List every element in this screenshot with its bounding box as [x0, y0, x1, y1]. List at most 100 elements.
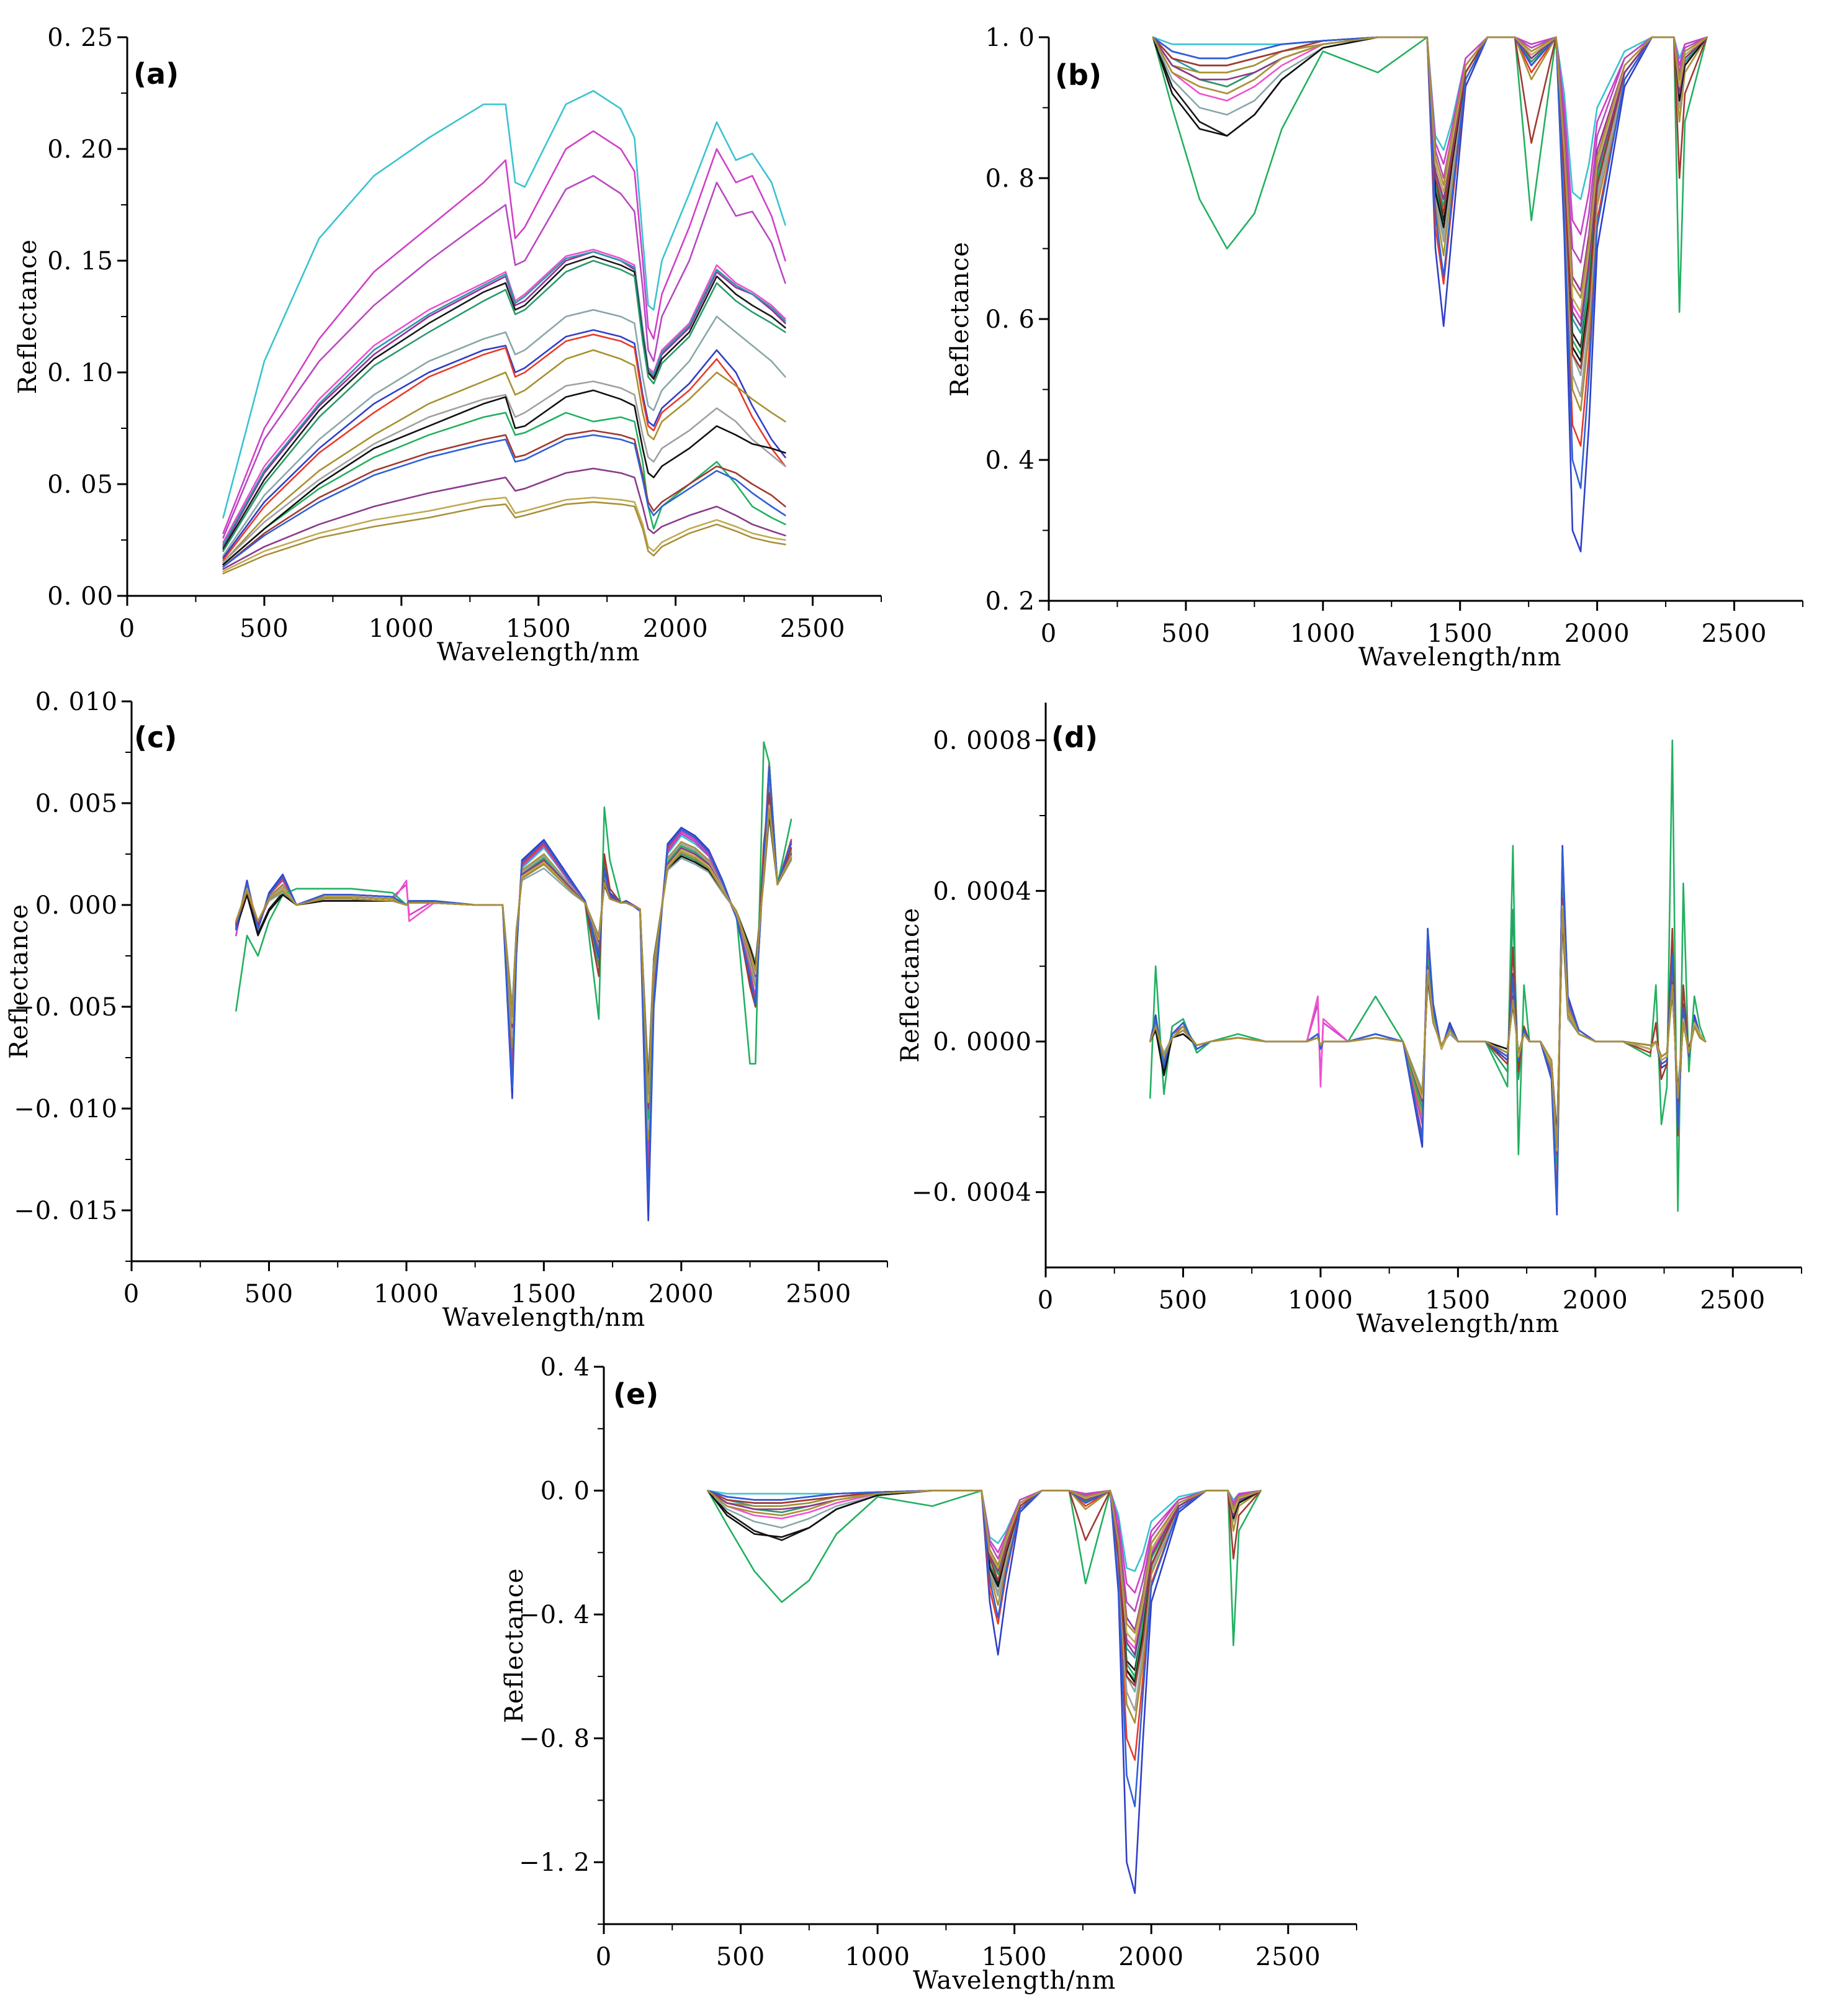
- panel-d: 0 500 1000 1500 2000 2500 −0. 0004 0. 0000 0. 00…: [896, 703, 1802, 1338]
- series-line-18: [222, 467, 786, 570]
- panel-b: 0 500 1000 1500 2000 2500 0. 2 0. 4 0. 6 0. 8 1. 0…: [946, 24, 1803, 672]
- panel-label: (d): [1051, 721, 1098, 754]
- series-line-11: [222, 333, 786, 561]
- x-tick-label: 2500: [1702, 619, 1767, 648]
- y-tick-label: 0. 0008: [933, 727, 1032, 755]
- x-tick-label: 2000: [1563, 1286, 1628, 1315]
- x-tick-label: 1000: [1288, 1286, 1353, 1315]
- series-line-20: [222, 501, 786, 575]
- x-tick-label: 500: [1159, 1286, 1208, 1315]
- series-line-20: [235, 808, 792, 1096]
- y-tick-label: −0. 015: [14, 1197, 118, 1225]
- x-tick-label: 1500: [506, 614, 572, 643]
- y-tick-label: −0. 0004: [912, 1179, 1032, 1207]
- series-line-2: [222, 130, 786, 534]
- series-line-20: [1152, 36, 1708, 299]
- y-tick-label: −0. 8: [519, 1725, 590, 1753]
- x-axis-label: Wavelength/nm: [1358, 643, 1562, 672]
- x-tick-label: 0: [123, 1280, 140, 1308]
- y-tick-label: 0. 005: [35, 790, 118, 818]
- series-line-10: [222, 329, 786, 559]
- y-axis-label: Reflectance: [946, 241, 974, 397]
- x-tick-label: 2000: [643, 614, 709, 643]
- x-tick-label: 2500: [786, 1280, 851, 1308]
- x-axis-label: Wavelength/nm: [442, 1303, 646, 1332]
- y-tick-label: 0. 0004: [933, 877, 1032, 906]
- y-tick-label: 0. 4: [541, 1353, 590, 1382]
- y-tick-label: 0. 4: [985, 446, 1035, 475]
- x-tick-label: 1500: [1425, 1286, 1491, 1315]
- x-tick-label: 0: [119, 614, 135, 643]
- series-line-19: [222, 497, 786, 572]
- y-tick-label: 1. 0: [985, 24, 1035, 52]
- y-tick-label: −0. 4: [519, 1601, 590, 1629]
- x-tick-label: 1000: [845, 1943, 910, 1971]
- panel-label: (e): [613, 1377, 658, 1411]
- panel-e: 0 500 1000 1500 2000 2500 −1. 2 −0. 8 −0. 4 0. 0 0…: [500, 1353, 1357, 1995]
- x-tick-label: 0: [1041, 619, 1057, 648]
- y-tick-label: 0. 010: [35, 688, 118, 716]
- y-axis-label: Reflectance: [896, 907, 925, 1063]
- x-tick-label: 500: [1161, 619, 1210, 648]
- panel-label: (a): [133, 57, 179, 91]
- y-tick-label: 0. 6: [985, 305, 1035, 334]
- panel-label: (c): [134, 721, 177, 754]
- y-tick-label: 0. 05: [47, 470, 114, 499]
- y-axis-label: Reflectance: [14, 239, 42, 394]
- panel-c: 0 500 1000 1500 2000 2500 −0. 015 −0. 010 −0. 00…: [5, 688, 888, 1332]
- series-line-13: [222, 380, 786, 564]
- series-line-6: [222, 251, 786, 546]
- series-line-1: [222, 90, 786, 519]
- y-tick-label: 0. 20: [47, 135, 114, 164]
- y-tick-label: 0. 0000: [933, 1028, 1032, 1056]
- y-tick-label: 0. 8: [985, 164, 1035, 193]
- x-tick-label: 1000: [1290, 619, 1356, 648]
- x-tick-label: 2500: [780, 614, 846, 643]
- series-line-20: [1149, 909, 1707, 1148]
- series-line-20: [707, 1490, 1262, 1634]
- x-axis-label: Wavelength/nm: [1357, 1310, 1560, 1338]
- x-tick-label: 1500: [511, 1280, 577, 1308]
- y-axis-label: Reflectance: [500, 1568, 529, 1723]
- series-line-15: [222, 389, 786, 565]
- x-tick-label: 2500: [1700, 1286, 1766, 1315]
- y-tick-label: 0. 000: [35, 891, 118, 920]
- series-line-12: [222, 349, 786, 564]
- y-tick-label: −0. 010: [14, 1095, 118, 1123]
- series-line-17: [222, 434, 786, 568]
- x-axis-label: Wavelength/nm: [913, 1966, 1116, 1995]
- x-tick-label: 1000: [374, 1280, 439, 1308]
- x-axis-label: Wavelength/nm: [437, 638, 640, 667]
- x-tick-label: 2500: [1255, 1943, 1321, 1971]
- x-tick-label: 0: [1038, 1286, 1054, 1315]
- x-tick-label: 2000: [649, 1280, 714, 1308]
- y-axis-label: Reflectance: [5, 904, 34, 1059]
- y-tick-label: 0. 0: [541, 1477, 590, 1506]
- x-tick-label: 2000: [1118, 1943, 1184, 1971]
- x-tick-label: 500: [716, 1943, 765, 1971]
- x-tick-label: 1500: [982, 1943, 1048, 1971]
- series-line-14: [1149, 739, 1707, 1212]
- series-line-5: [222, 248, 786, 543]
- x-tick-label: 500: [245, 1280, 294, 1308]
- y-tick-label: −0. 005: [14, 993, 118, 1022]
- panel-a: 0 500 1000 1500 2000 2500 0. 00 0. 05 0. 10 0. 15…: [14, 24, 882, 667]
- x-tick-label: 1000: [369, 614, 434, 643]
- y-tick-label: 0. 00: [47, 582, 114, 611]
- series-line-8: [222, 259, 786, 552]
- y-tick-label: 0. 10: [47, 359, 114, 387]
- panel-label: (b): [1055, 58, 1102, 92]
- series-line-3: [222, 174, 786, 539]
- x-tick-label: 0: [596, 1943, 612, 1971]
- series-line-16: [222, 430, 786, 568]
- x-tick-label: 2000: [1564, 619, 1630, 648]
- y-tick-label: 0. 25: [47, 24, 114, 52]
- y-tick-label: −1. 2: [519, 1848, 590, 1877]
- y-tick-label: 0. 15: [47, 247, 114, 276]
- x-tick-label: 1500: [1427, 619, 1493, 648]
- series-line-7: [222, 255, 786, 550]
- x-tick-label: 500: [240, 614, 289, 643]
- series-line-9: [222, 308, 786, 557]
- y-tick-label: 0. 2: [985, 587, 1035, 616]
